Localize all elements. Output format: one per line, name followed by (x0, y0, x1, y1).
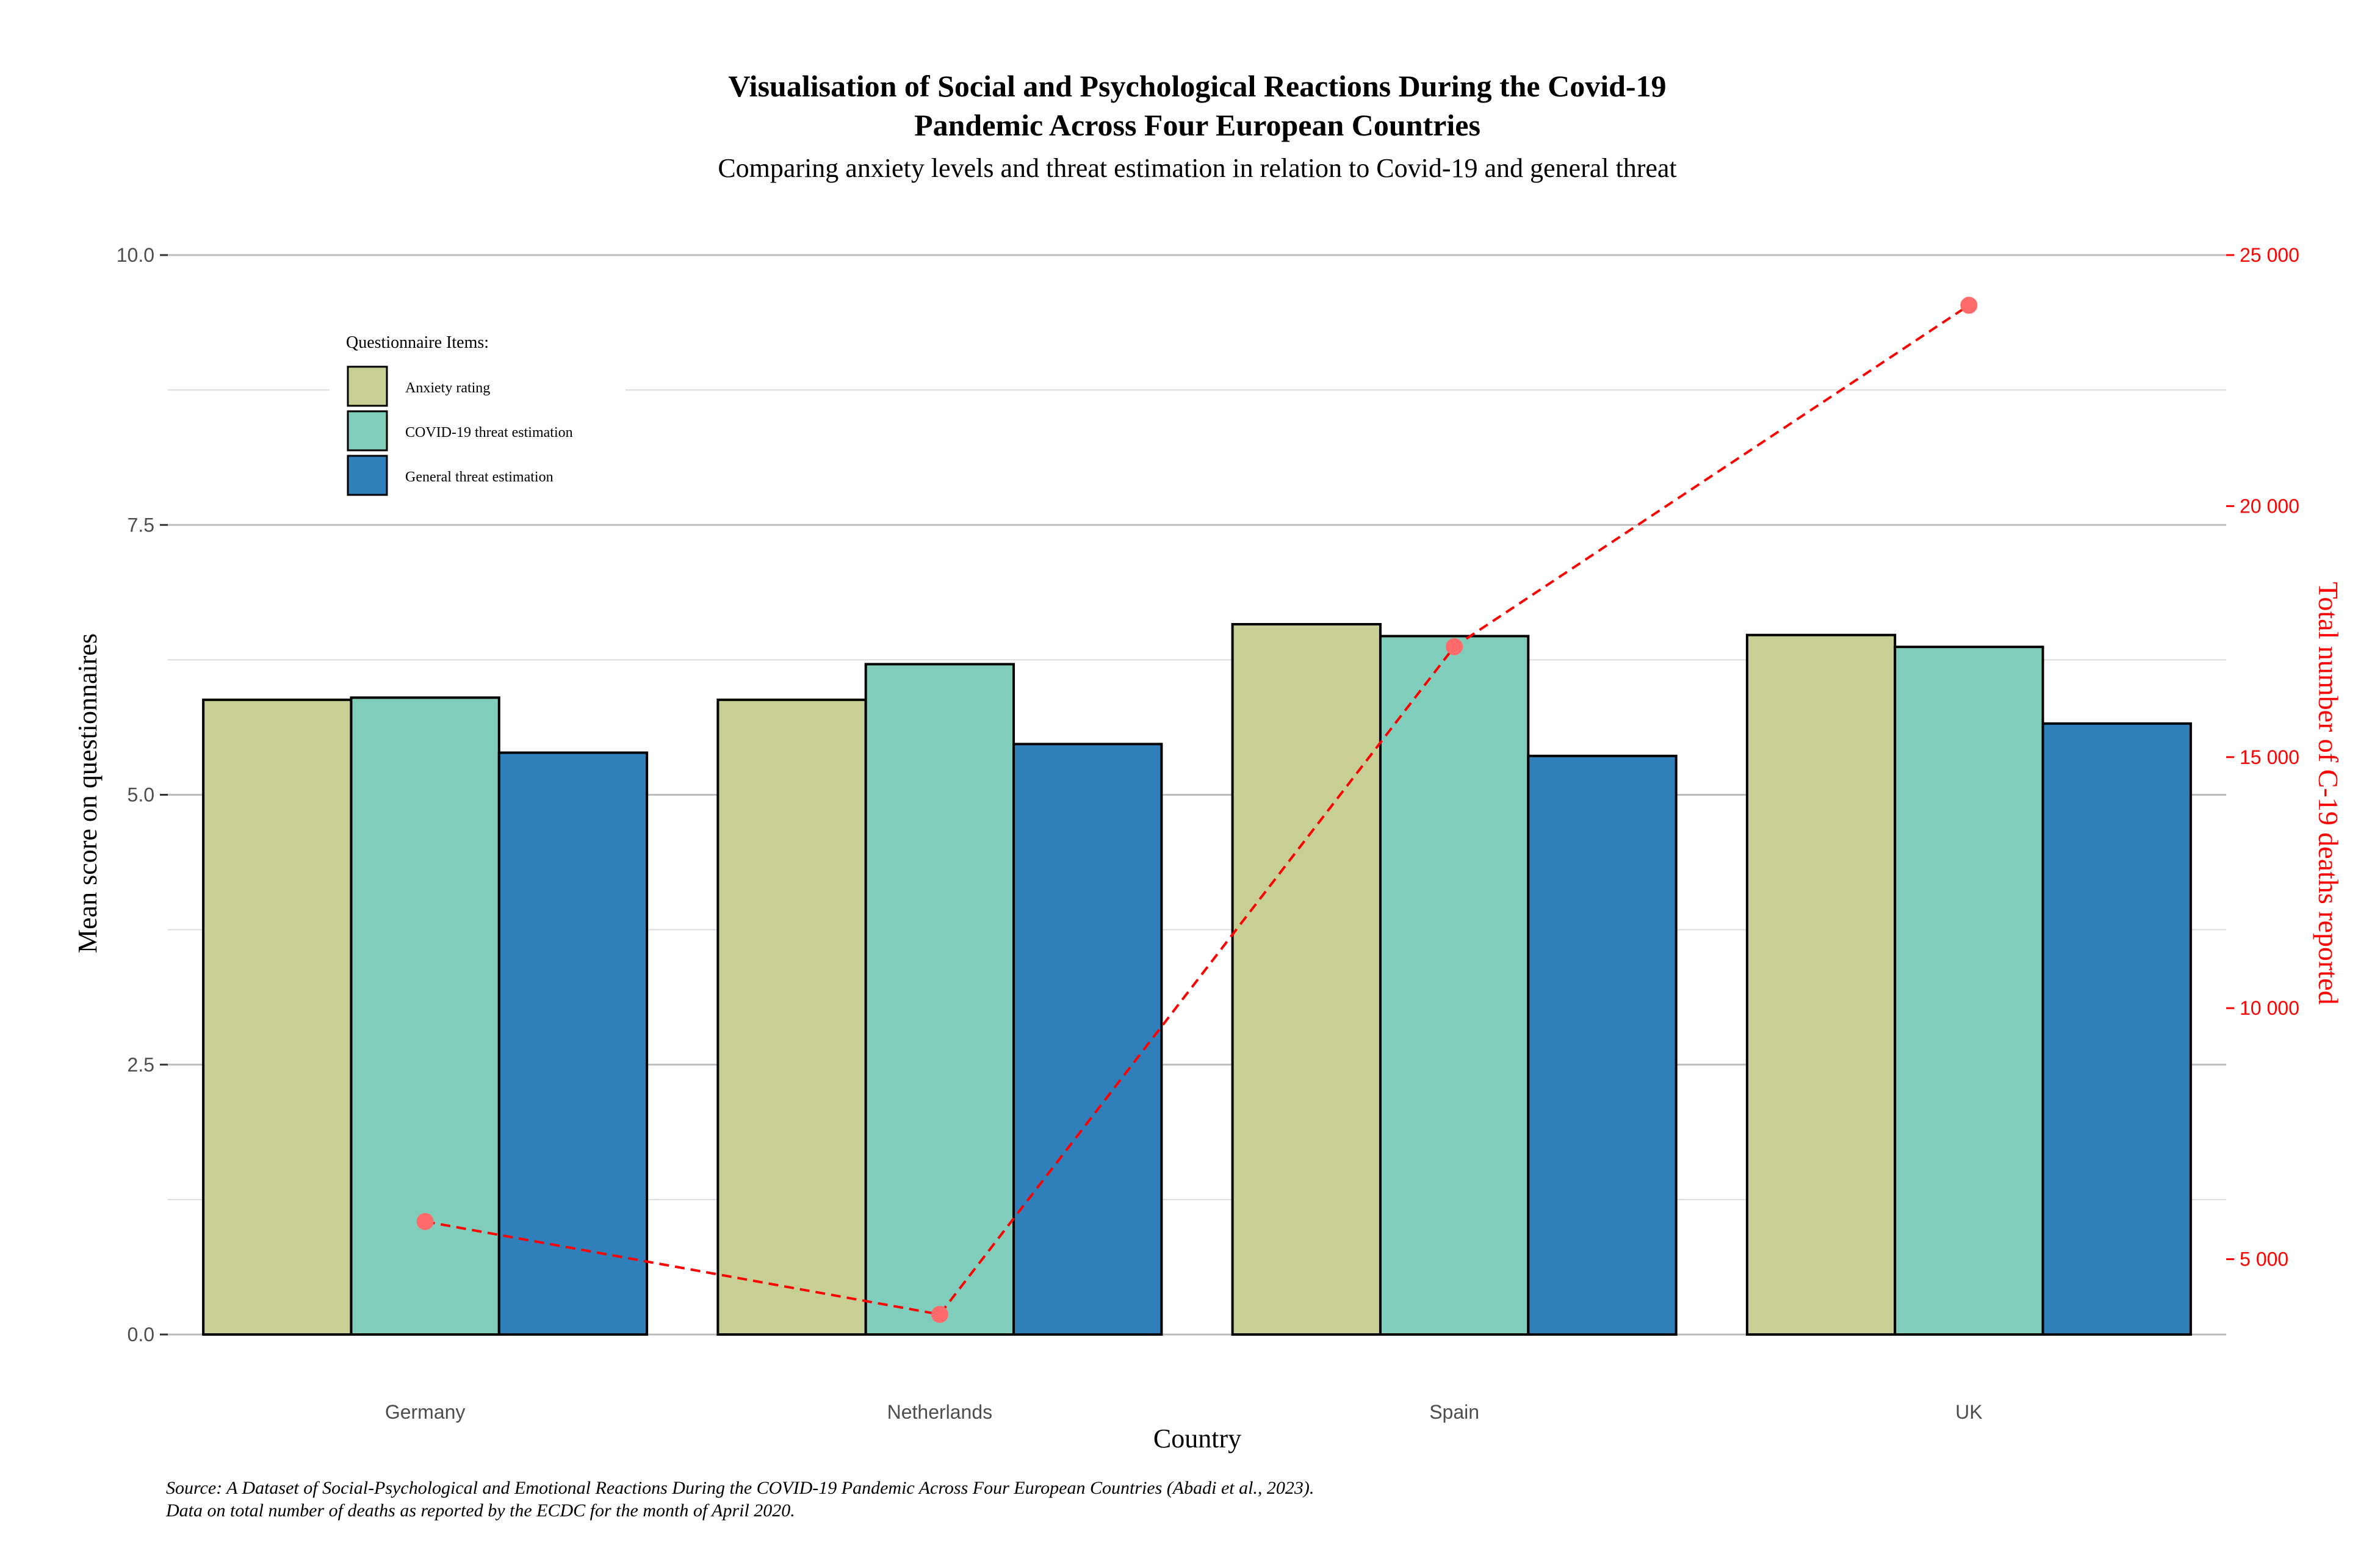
legend-swatch (347, 366, 388, 407)
y2-tick-label: 5 000 (2240, 1248, 2288, 1270)
y-axis: 0.0 2.5 5.0 7.5 10.0 (117, 244, 168, 1345)
y-axis-label: Mean score on questionnaires (73, 633, 103, 953)
bar-general-threat-estimation-germany (497, 751, 649, 1336)
deaths-point-netherlands (931, 1306, 948, 1324)
bars (202, 622, 2192, 1336)
chart-title-line1: Visualisation of Social and Psychologica… (728, 69, 1666, 103)
y2-tick-label: 10 000 (2240, 997, 2299, 1019)
legend-label: Anxiety rating (405, 380, 490, 396)
y-tick-label: 0.0 (128, 1324, 154, 1345)
deaths-point-germany (416, 1212, 434, 1230)
bar-covid-19-threat-estimation-netherlands (864, 663, 1015, 1336)
legend-swatch (347, 455, 388, 496)
y2-axis-label: Total number of C-19 deaths reported (2313, 582, 2344, 1005)
deaths-point-spain (1446, 638, 1463, 655)
deaths-point-uk (1960, 297, 1978, 314)
y2-tick-label: 15 000 (2240, 746, 2299, 768)
chart-title-line2: Pandemic Across Four European Countries (914, 108, 1480, 142)
bar-general-threat-estimation-uk (2041, 722, 2192, 1336)
legend-label: COVID-19 threat estimation (405, 425, 573, 441)
bar-anxiety-rating-netherlands (716, 698, 867, 1336)
bar-covid-19-threat-estimation-germany (350, 696, 500, 1336)
legend-label: General threat estimation (405, 469, 554, 485)
bar-anxiety-rating-uk (1745, 633, 1897, 1336)
x-tick-label: Netherlands (887, 1401, 993, 1423)
bar-anxiety-rating-germany (202, 698, 353, 1336)
legend-title: Questionnaire Items: (346, 333, 489, 352)
y-tick-label: 7.5 (128, 514, 154, 536)
x-axis-label: Country (1153, 1424, 1241, 1453)
caption-line2: Data on total number of deaths as report… (165, 1500, 795, 1521)
bar-anxiety-rating-spain (1231, 622, 1382, 1336)
bar-covid-19-threat-estimation-uk (1894, 646, 2044, 1336)
bar-general-threat-estimation-netherlands (1012, 743, 1163, 1336)
y2-axis: 5 000 10 000 15 000 20 000 25 000 (2226, 244, 2299, 1270)
bar-general-threat-estimation-spain (1527, 754, 1678, 1336)
y-tick-label: 2.5 (128, 1054, 154, 1076)
x-tick-label: Germany (385, 1401, 466, 1423)
y2-tick-label: 20 000 (2240, 495, 2299, 517)
caption-line1: Source: A Dataset of Social-Psychologica… (166, 1478, 1314, 1498)
x-axis: Germany Netherlands Spain UK (385, 1401, 1983, 1423)
x-tick-label: UK (1955, 1401, 1982, 1423)
deaths-series (416, 297, 1978, 1324)
chart-subtitle: Comparing anxiety levels and threat esti… (718, 153, 1676, 183)
bar-covid-19-threat-estimation-spain (1379, 635, 1530, 1336)
y-tick-label: 10.0 (117, 244, 154, 266)
legend: Questionnaire Items: Anxiety rating COVID… (330, 317, 626, 503)
x-tick-label: Spain (1429, 1401, 1479, 1423)
y-tick-label: 5.0 (128, 784, 154, 806)
deaths-line (425, 304, 1970, 1316)
legend-swatch (347, 410, 388, 452)
y2-tick-label: 25 000 (2240, 244, 2299, 266)
